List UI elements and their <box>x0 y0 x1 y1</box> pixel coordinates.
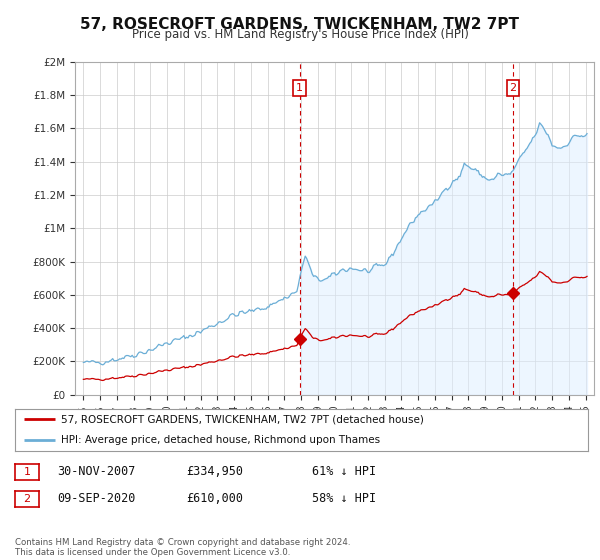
Text: 2: 2 <box>509 83 517 94</box>
Text: 58% ↓ HPI: 58% ↓ HPI <box>312 492 376 505</box>
Text: Price paid vs. HM Land Registry's House Price Index (HPI): Price paid vs. HM Land Registry's House … <box>131 28 469 41</box>
Text: 57, ROSECROFT GARDENS, TWICKENHAM, TW2 7PT: 57, ROSECROFT GARDENS, TWICKENHAM, TW2 7… <box>80 17 520 32</box>
Text: 2: 2 <box>23 494 31 504</box>
Text: 1: 1 <box>296 83 303 94</box>
Text: 57, ROSECROFT GARDENS, TWICKENHAM, TW2 7PT (detached house): 57, ROSECROFT GARDENS, TWICKENHAM, TW2 7… <box>61 414 424 424</box>
Text: £610,000: £610,000 <box>186 492 243 505</box>
Text: 61% ↓ HPI: 61% ↓ HPI <box>312 465 376 478</box>
Text: 09-SEP-2020: 09-SEP-2020 <box>57 492 136 505</box>
Text: Contains HM Land Registry data © Crown copyright and database right 2024.
This d: Contains HM Land Registry data © Crown c… <box>15 538 350 557</box>
Text: 1: 1 <box>23 467 31 477</box>
Text: £334,950: £334,950 <box>186 465 243 478</box>
Text: 30-NOV-2007: 30-NOV-2007 <box>57 465 136 478</box>
Text: HPI: Average price, detached house, Richmond upon Thames: HPI: Average price, detached house, Rich… <box>61 435 380 445</box>
